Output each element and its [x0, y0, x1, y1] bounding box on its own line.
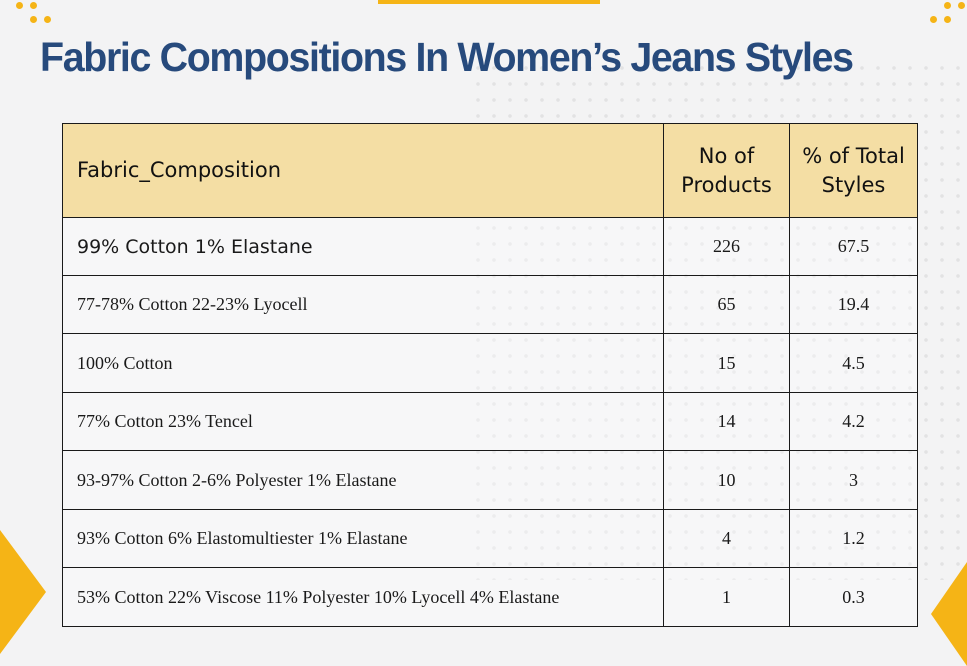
cell-products: 10	[663, 450, 790, 510]
table-row: 77% Cotton 23% Tencel 14 4.2	[62, 392, 918, 451]
cell-pct: 0.3	[789, 567, 918, 627]
table-row: 77-78% Cotton 22-23% Lyocell 65 19.4	[62, 275, 918, 334]
cell-composition: 53% Cotton 22% Viscose 11% Polyester 10%…	[62, 567, 664, 627]
table-row: 53% Cotton 22% Viscose 11% Polyester 10%…	[62, 567, 918, 627]
header-no-of-products: No of Products	[663, 123, 790, 218]
composition-table: Fabric_Composition No of Products % of T…	[62, 123, 918, 627]
cell-products: 65	[663, 275, 790, 334]
cell-pct: 19.4	[789, 275, 918, 334]
table-row: 93% Cotton 6% Elastomultiester 1% Elasta…	[62, 509, 918, 568]
decor-dot	[44, 16, 51, 23]
cell-pct: 67.5	[789, 217, 918, 276]
header-label: Products	[681, 172, 772, 197]
table-header-row: Fabric_Composition No of Products % of T…	[62, 123, 918, 218]
table-row: 99% Cotton 1% Elastane 226 67.5	[62, 217, 918, 276]
header-fabric-composition: Fabric_Composition	[62, 123, 664, 218]
cell-composition: 77% Cotton 23% Tencel	[62, 392, 664, 451]
top-accent-bar	[378, 0, 600, 4]
cell-composition: 77-78% Cotton 22-23% Lyocell	[62, 275, 664, 334]
cell-products: 15	[663, 333, 790, 393]
cell-products: 226	[663, 217, 790, 276]
cell-products: 1	[663, 567, 790, 627]
decor-dot	[30, 2, 37, 9]
cell-composition: 93% Cotton 6% Elastomultiester 1% Elasta…	[62, 509, 664, 568]
cell-composition: 99% Cotton 1% Elastane	[62, 217, 664, 276]
decor-dot	[16, 2, 23, 9]
header-label: Fabric_Composition	[77, 158, 282, 182]
decor-dot	[30, 16, 37, 23]
cell-products: 14	[663, 392, 790, 451]
header-label: Styles	[821, 172, 886, 197]
cell-composition: 93-97% Cotton 2-6% Polyester 1% Elastane	[62, 450, 664, 510]
cell-pct: 1.2	[789, 509, 918, 568]
decor-triangle-left	[0, 530, 46, 654]
table-row: 100% Cotton 15 4.5	[62, 333, 918, 393]
cell-pct: 3	[789, 450, 918, 510]
decor-dot	[958, 2, 965, 9]
decor-dot	[944, 2, 951, 9]
decor-dot	[944, 16, 951, 23]
page-title: Fabric Compositions In Women’s Jeans Sty…	[40, 34, 854, 80]
cell-composition: 100% Cotton	[62, 333, 664, 393]
cell-pct: 4.2	[789, 392, 918, 451]
cell-products: 4	[663, 509, 790, 568]
decor-dot	[930, 16, 937, 23]
header-pct-of-total-styles: % of Total Styles	[789, 123, 918, 218]
header-label: % of Total	[802, 143, 905, 168]
header-label: No of	[698, 143, 755, 168]
decor-triangle-right	[931, 562, 967, 666]
cell-pct: 4.5	[789, 333, 918, 393]
table-row: 93-97% Cotton 2-6% Polyester 1% Elastane…	[62, 450, 918, 510]
